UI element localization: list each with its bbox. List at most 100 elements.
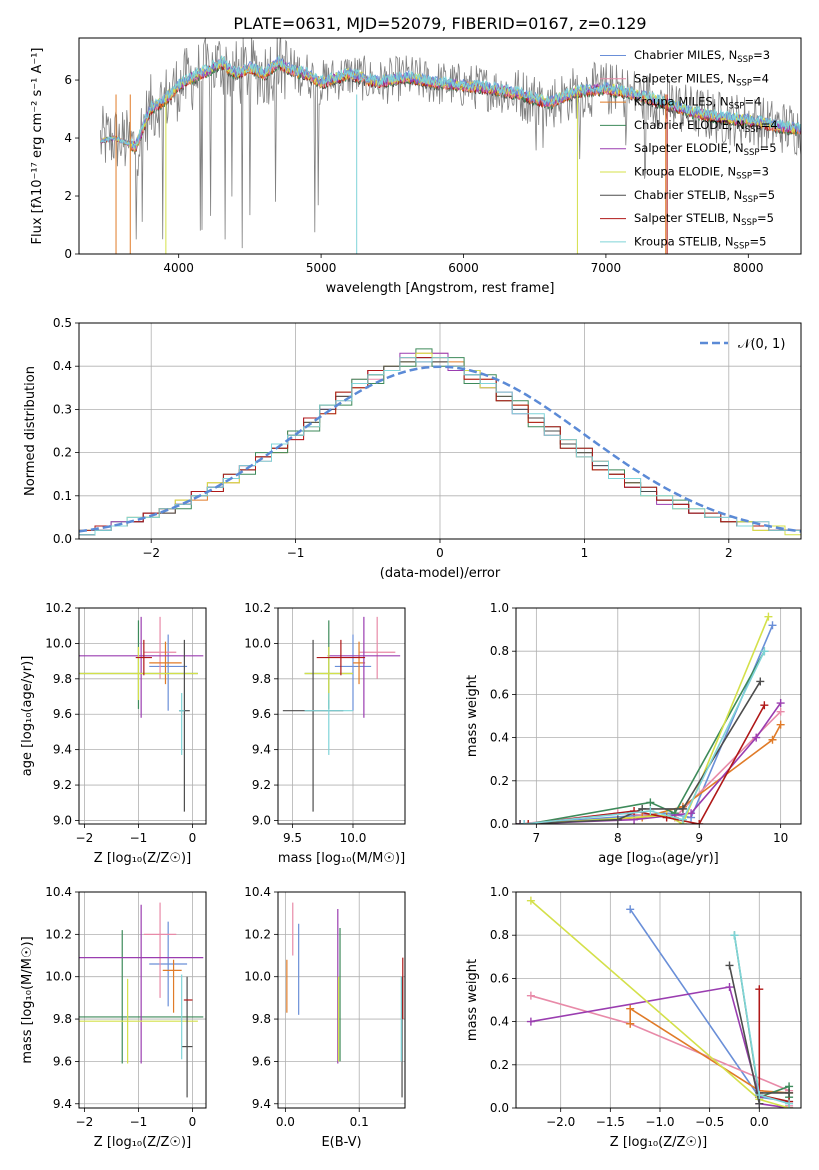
weight-marker-4: [725, 983, 734, 992]
legend-subscript: SSP: [744, 148, 760, 158]
grid: [79, 322, 801, 540]
figure-title: PLATE=0631, MJD=52079, FIBERID=0167, z=0…: [233, 14, 646, 33]
legend-entry: Salpeter ELODIE, NSSP=5: [634, 141, 777, 158]
legend-entry: Kroupa STELIB, NSSP=5: [634, 234, 766, 251]
y-tick-label: 0.1: [53, 489, 72, 503]
y-tick-label: 9.4: [252, 743, 271, 757]
y-axis-label: mass [log₁₀(M/M☉)]: [20, 936, 35, 1063]
grid: [79, 607, 206, 824]
x-tick-label: 9.5: [283, 831, 302, 845]
y-tick-label: 0.0: [490, 817, 509, 831]
weight-marker-3: [646, 798, 655, 807]
legend-tail: =5: [760, 141, 777, 155]
legend-entry: Salpeter MILES, NSSP=4: [634, 71, 769, 88]
y-tick-label: 9.6: [252, 1054, 271, 1068]
weight-line-3: [528, 650, 766, 824]
y-tick-label: 0.4: [490, 1015, 509, 1029]
y-tick-label: 2: [64, 189, 72, 203]
y-tick-label: 0.6: [490, 687, 509, 701]
legend-tail: =4: [752, 71, 769, 85]
y-axis-label: Flux [fλ10⁻¹⁷ erg cm⁻² s⁻¹ A⁻¹]: [30, 48, 45, 245]
histogram-step-8: [79, 357, 801, 539]
y-tick-label: 0.4: [490, 731, 509, 745]
y-tick-label: 9.8: [252, 672, 271, 686]
legend-subscript: SSP: [734, 241, 750, 251]
x-tick-label: −0.5: [695, 1115, 724, 1129]
y-tick-label: 0: [64, 247, 72, 261]
y-tick-label: 4: [64, 131, 72, 145]
y-tick-label: 10.0: [244, 636, 271, 650]
y-tick-label: 10.0: [45, 636, 72, 650]
x-tick-label: 7: [533, 831, 541, 845]
x-tick-label: −1: [130, 831, 148, 845]
model-spectrum-0: [100, 56, 801, 150]
y-axis-label: mass weight: [465, 959, 480, 1041]
x-tick-label: 1: [581, 546, 589, 560]
axes-frame: [78, 607, 207, 825]
x-tick-label: −1.0: [645, 1115, 674, 1129]
y-tick-label: 9.8: [252, 1012, 271, 1026]
axes-frame: [277, 607, 406, 825]
weight-marker-7: [695, 820, 704, 824]
plot-area: [99, 38, 801, 254]
x-tick-label: 0.0: [750, 1115, 769, 1129]
model-spectrum-5: [99, 57, 801, 150]
weight-marker-8: [678, 815, 687, 824]
plot-area: [516, 612, 785, 824]
weight-marker-7: [524, 820, 533, 824]
legend-entry: Chabrier ELODIE, NSSP=4: [634, 118, 778, 135]
axes-frame: [78, 891, 207, 1109]
x-tick-label: 8000: [733, 261, 764, 275]
y-tick-label: 10.2: [45, 927, 72, 941]
legend-tail: =5: [757, 211, 774, 225]
weight-marker-8: [755, 1091, 764, 1100]
x-tick-label: 8: [614, 831, 622, 845]
weight-marker-4: [752, 733, 761, 742]
weight-marker-5: [526, 896, 535, 905]
x-axis-label: Z [log₁₀(Z/Z☉)]: [94, 1135, 191, 1150]
y-tick-label: 9.8: [53, 1012, 72, 1026]
legend-text: Kroupa STELIB, N: [634, 234, 734, 248]
legend-text: Kroupa MILES, N: [634, 95, 729, 109]
x-axis-label: Z [log₁₀(Z/Z☉)]: [610, 1135, 707, 1150]
x-tick-label: 4000: [163, 261, 194, 275]
weight-marker-7: [760, 701, 769, 710]
weight-marker-0: [768, 621, 777, 630]
x-tick-label: −2: [76, 831, 94, 845]
weight-line-6: [520, 680, 761, 824]
y-axis-label: Normed distribution: [23, 366, 38, 496]
legend-subscript: SSP: [741, 218, 757, 228]
weight-marker-2: [626, 1019, 635, 1028]
y-tick-label: 9.6: [53, 1054, 72, 1068]
y-tick-label: 10.0: [45, 970, 72, 984]
y-tick-label: 0.2: [53, 446, 72, 460]
x-tick-label: 10: [773, 831, 788, 845]
weight-marker-6: [613, 815, 622, 824]
x-axis-label: wavelength [Angstrom, rest frame]: [326, 281, 555, 296]
weight-marker-3: [670, 809, 679, 818]
legend-text: Chabrier ELODIE, N: [634, 118, 745, 132]
y-tick-label: 9.4: [53, 1097, 72, 1111]
weight-marker-4: [776, 699, 785, 708]
weight-marker-6: [725, 961, 734, 970]
x-tick-label: 0: [189, 1115, 197, 1129]
x-tick-label: −1: [130, 1115, 148, 1129]
y-tick-label: 9.0: [53, 813, 72, 827]
legend-tail: =4: [744, 95, 761, 109]
weight-marker-6: [678, 804, 687, 813]
legend-text: Kroupa ELODIE, N: [634, 165, 736, 179]
axes-frame: [515, 891, 802, 1109]
age-vs-metallicity-panel: −2 −1 0 9.0 9.2 9.4 9.6 9.8 10.0 10.2 Z [log₁₀(Z/Z…: [20, 601, 207, 866]
legend-entry: Chabrier MILES, NSSP=3: [634, 48, 770, 65]
weight-marker-7: [630, 807, 639, 816]
legend-tail: =5: [749, 234, 766, 248]
legend-text: Chabrier MILES, N: [634, 48, 737, 62]
legend-text: Salpeter MILES, N: [634, 71, 736, 85]
axes-frame: [78, 37, 802, 255]
y-tick-label: 9.2: [53, 778, 72, 792]
y-tick-label: 0.8: [490, 928, 509, 942]
y-tick-label: 9.0: [252, 813, 271, 827]
weight-marker-8: [520, 820, 529, 824]
